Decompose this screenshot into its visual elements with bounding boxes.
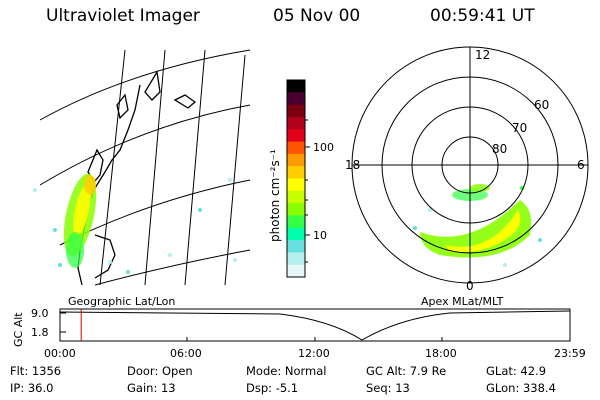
timeline-ticks (60, 312, 443, 341)
colorbar-cell (287, 141, 305, 155)
colorbar-cell (287, 153, 305, 167)
geographic-latitude: GLat: 42.9 (486, 364, 547, 378)
colorbar-cell (287, 178, 305, 192)
lat-lon-grid (39, 49, 251, 286)
mlt-label-12: 12 (475, 48, 490, 62)
timeline-frame (59, 308, 571, 342)
polar-aurora (413, 184, 542, 267)
coastline (77, 70, 197, 286)
colorbar-cell (287, 215, 305, 229)
xtick-1200: 12:00 (298, 347, 330, 360)
colorbar-cell (287, 227, 305, 241)
ytick-1-8: 1.8 (31, 326, 49, 339)
geographic-longitude: GLon: 338.4 (486, 381, 556, 395)
xtick-0600: 06:00 (170, 347, 202, 360)
observation-date: 05 Nov 00 (273, 6, 361, 26)
dsp-value: Dsp: -5.1 (246, 381, 299, 395)
mlt-label-18: 18 (345, 158, 360, 172)
flight-number: Flt: 1356 (10, 364, 62, 378)
sequence-value: Seq: 13 (366, 381, 410, 395)
gc-alt-value: GC Alt: 7.9 Re (366, 364, 447, 378)
aurora-emission (33, 173, 237, 274)
mlt-label-6: 6 (577, 158, 585, 172)
xtick-1800: 18:00 (425, 347, 457, 360)
gain-value: Gain: 13 (127, 381, 176, 395)
timeline-ylabel: GC Alt (12, 312, 25, 347)
colorbar-gradient (287, 80, 305, 278)
polar-plot: 12 18 6 0 60 70 80 (345, 46, 589, 293)
mlt-label-0: 0 (466, 279, 474, 293)
colorbar-cell (287, 104, 305, 118)
colorbar-cell (287, 252, 305, 266)
colorbar-ticks (305, 119, 310, 263)
colorbar-cell (287, 203, 305, 217)
colorbar-cell (287, 129, 305, 143)
right-panel-caption: Apex MLat/MLT (421, 295, 504, 308)
colorbar-cell (287, 240, 305, 253)
timeline-panel: 9.0 1.8 GC Alt 00:00 06:00 12:00 18:00 2… (12, 307, 586, 360)
colorbar-cell (287, 80, 305, 93)
colorbar-cell (287, 92, 305, 106)
lat-label-60: 60 (534, 98, 549, 112)
observation-time: 00:59:41 UT (430, 6, 535, 26)
gc-alt-curve (59, 310, 571, 341)
left-panel-caption: Geographic Lat/Lon (68, 295, 175, 308)
colorbar-frame (286, 79, 306, 278)
lat-label-70: 70 (512, 121, 527, 135)
colorbar: 100 10 photon cm⁻²s⁻¹ (268, 79, 334, 278)
ip-value: IP: 36.0 (10, 381, 54, 395)
polar-grid (351, 46, 589, 284)
xtick-2359: 23:59 (554, 347, 586, 360)
colorbar-cell (287, 190, 305, 204)
geographic-image (33, 49, 251, 286)
xtick-0000: 00:00 (44, 347, 76, 360)
colorbar-cell (287, 116, 305, 130)
colorbar-tick-10: 10 (313, 229, 327, 242)
colorbar-tick-100: 100 (313, 141, 334, 154)
app-title: Ultraviolet Imager (46, 6, 200, 26)
mode-value: Mode: Normal (246, 364, 327, 378)
colorbar-cell (287, 264, 305, 278)
colorbar-cell (287, 166, 305, 180)
door-status: Door: Open (127, 364, 193, 378)
colorbar-unit-label: photon cm⁻²s⁻¹ (268, 149, 282, 242)
lat-label-80: 80 (492, 142, 507, 156)
ytick-9: 9.0 (31, 307, 49, 320)
